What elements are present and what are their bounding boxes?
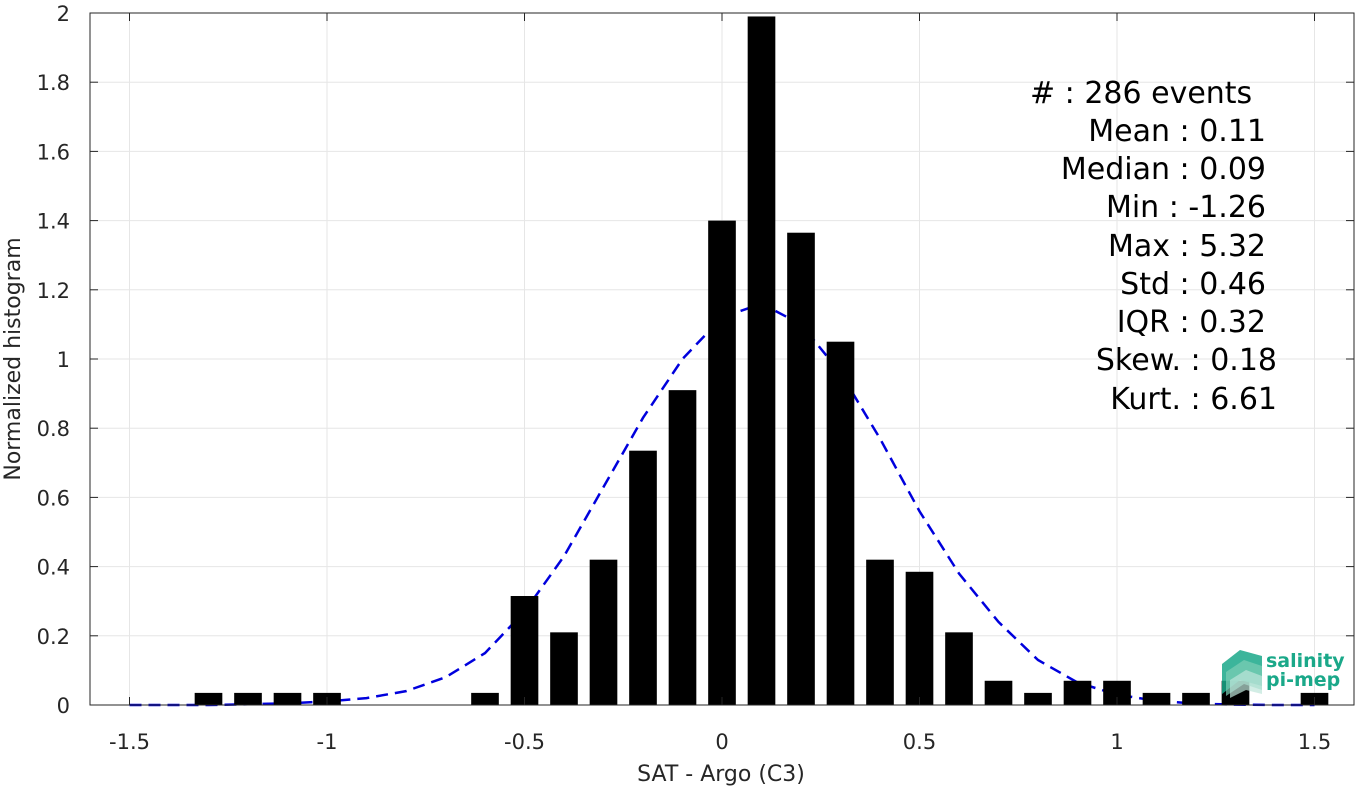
x-axis-ticks: -1.5 -1 -0.5 0 0.5 1 1.5: [109, 13, 1331, 754]
y-tick-label: 0.2: [37, 625, 70, 649]
y-tick-label: 2: [57, 2, 70, 26]
histogram-bar: [234, 692, 262, 705]
histogram-bar: [668, 390, 697, 705]
logo-line1: salinity: [1266, 650, 1345, 672]
x-tick-label: 1: [1110, 730, 1123, 754]
bars-group: [194, 16, 1329, 705]
stat-kurt: Kurt. : 6.61: [1110, 382, 1277, 417]
salinity-pimep-logo: salinity pi-mep: [1222, 650, 1345, 698]
histogram-bar: [471, 692, 499, 705]
histogram-bar: [866, 559, 894, 705]
histogram-bar: [629, 450, 657, 705]
histogram-bar: [1063, 680, 1092, 705]
y-tick-label: 0.8: [37, 417, 70, 441]
y-axis-ticks: 0 0.2 0.4 0.6 0.8 1 1.2 1.4 1.6 1.8 2: [37, 2, 1354, 718]
histogram-bar: [1142, 692, 1171, 705]
histogram-bar: [945, 632, 973, 705]
stat-median: Median : 0.09: [1061, 152, 1266, 187]
stat-mean: Mean : 0.11: [1088, 114, 1266, 149]
histogram-bar: [1024, 692, 1052, 705]
histogram-bar: [589, 559, 618, 705]
histogram-bar: [550, 632, 578, 705]
histogram-bar: [194, 692, 223, 705]
histogram-bar: [905, 571, 934, 705]
x-tick-label: 0: [715, 730, 728, 754]
y-tick-label: 1.4: [37, 210, 70, 234]
histogram-bar: [826, 341, 855, 705]
stat-max: Max : 5.32: [1108, 229, 1266, 264]
histogram-bar: [510, 596, 539, 705]
y-tick-label: 1.8: [37, 71, 70, 95]
x-tick-label: -0.5: [504, 730, 545, 754]
y-tick-label: 0.6: [37, 486, 70, 510]
histogram-bar: [273, 692, 302, 705]
histogram-bar: [787, 232, 815, 705]
x-axis-label: SAT - Argo (C3): [637, 762, 805, 787]
histogram-bar: [984, 680, 1013, 705]
y-tick-label: 0.4: [37, 556, 70, 580]
logo-line2: pi-mep: [1266, 669, 1340, 691]
histogram-bar: [1182, 692, 1210, 705]
logo-wave-icon: [1222, 650, 1262, 698]
stats-annotation: # : 286 events Mean : 0.11 Median : 0.09…: [1030, 76, 1277, 417]
stat-std: Std : 0.46: [1120, 267, 1266, 302]
stat-events: # : 286 events: [1030, 76, 1252, 111]
y-tick-label: 1: [57, 348, 70, 372]
stat-iqr: IQR : 0.32: [1117, 305, 1266, 340]
y-tick-label: 1.6: [37, 140, 70, 164]
x-tick-label: -1.5: [109, 730, 150, 754]
y-axis-label: Normalized histogram: [1, 237, 26, 480]
x-tick-label: 0.5: [903, 730, 936, 754]
x-tick-label: 1.5: [1298, 730, 1331, 754]
stat-min: Min : -1.26: [1106, 190, 1266, 225]
histogram-bar: [747, 16, 776, 705]
y-tick-label: 1.2: [37, 279, 70, 303]
stat-skew: Skew. : 0.18: [1096, 343, 1277, 378]
x-tick-label: -1: [317, 730, 338, 754]
y-tick-label: 0: [57, 694, 70, 718]
histogram-bar: [708, 220, 736, 705]
